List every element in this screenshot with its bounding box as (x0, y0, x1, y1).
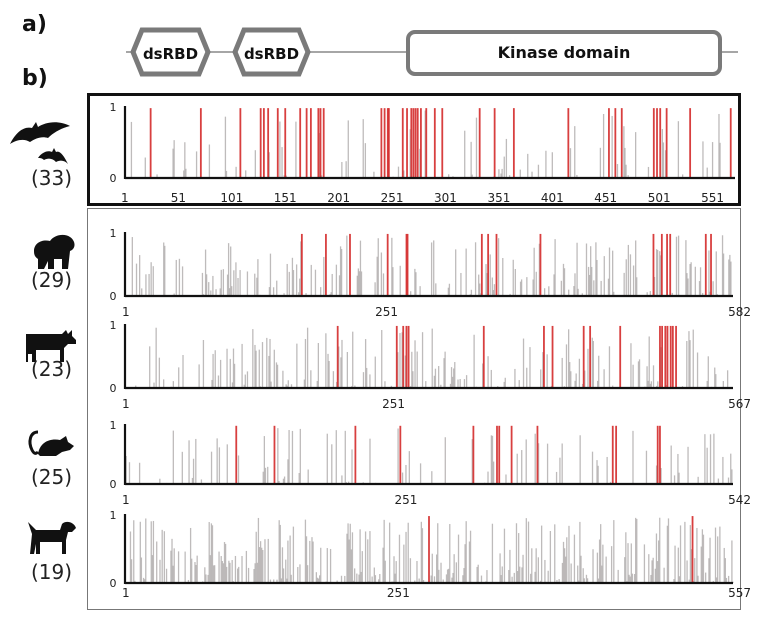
mouse-ytick-0: 0 (110, 478, 117, 491)
dsrbd-1-label: dsRBD (143, 45, 198, 63)
dsrbd-2-label: dsRBD (244, 45, 299, 63)
dog-ytick-1: 1 (110, 509, 117, 522)
panel-label-a: a) (22, 12, 47, 37)
panel-label-b: b) (22, 66, 48, 91)
bat-xtick: 351 (487, 191, 510, 205)
bat-xtick: 251 (381, 191, 404, 205)
dog-xtick: 557 (728, 586, 751, 600)
bat-xtick: 101 (220, 191, 243, 205)
domain-diagram: dsRBD dsRBD Kinase domain (126, 27, 738, 77)
dog-xtick: 251 (387, 586, 410, 600)
primate-xtick: 251 (375, 305, 398, 319)
bat-ytick-0: 0 (110, 172, 117, 185)
bat-xtick: 151 (274, 191, 297, 205)
bat-xtick: 51 (171, 191, 186, 205)
mouse-xtick: 542 (728, 493, 751, 507)
gorilla-icon (34, 234, 75, 269)
dsrbd-domain-1: dsRBD (130, 27, 211, 77)
cow-count: (23) (31, 357, 73, 381)
primate-count: (29) (31, 268, 73, 292)
dog-plot: 101 251 557 (110, 509, 752, 600)
bat-xtick: 501 (648, 191, 671, 205)
mouse-xtick: 251 (395, 493, 418, 507)
dsrbd-domain-2: dsRBD (232, 27, 311, 77)
primate-xtick: 582 (728, 305, 751, 319)
mouse-ytick-1: 1 (110, 419, 117, 432)
bat-xtick: 1 (121, 191, 129, 205)
primate-plot: 101 251 582 (110, 227, 752, 319)
bat-xtick: 401 (541, 191, 564, 205)
bat-xtick: 301 (434, 191, 457, 205)
kinase-domain-label: Kinase domain (498, 43, 631, 62)
bat-xtick: 201 (327, 191, 350, 205)
bat-xtick: 451 (594, 191, 617, 205)
primate-xtick: 1 (122, 305, 130, 319)
bat-count: (33) (31, 166, 73, 190)
mouse-icon (28, 430, 74, 456)
bat-icon (10, 122, 70, 164)
bat-panel-frame (87, 93, 741, 206)
dog-ytick-0: 0 (110, 577, 117, 590)
cow-xtick: 567 (728, 397, 751, 411)
bat-ytick-1: 1 (110, 101, 117, 114)
cow-xtick: 251 (382, 397, 405, 411)
kinase-domain: Kinase domain (406, 30, 722, 76)
bat-plot: 101 51 101 151 201 251 301 351 401 451 501 551 (110, 101, 735, 205)
cow-ytick-0: 0 (110, 382, 117, 395)
mouse-xtick: 1 (122, 493, 130, 507)
dog-icon (28, 521, 76, 554)
other-species-panel-frame (87, 208, 741, 610)
bat-xtick: 551 (701, 191, 724, 205)
cow-icon (26, 330, 76, 362)
primate-ytick-0: 0 (110, 290, 117, 303)
dog-xtick: 1 (122, 586, 130, 600)
mouse-count: (25) (31, 465, 73, 489)
cow-plot: 101 251 567 (110, 319, 752, 411)
cow-xtick: 1 (122, 397, 130, 411)
primate-ytick-1: 1 (110, 227, 117, 240)
dog-count: (19) (31, 560, 73, 584)
cow-ytick-1: 1 (110, 319, 117, 332)
mouse-plot: 101 251 542 (110, 419, 752, 507)
